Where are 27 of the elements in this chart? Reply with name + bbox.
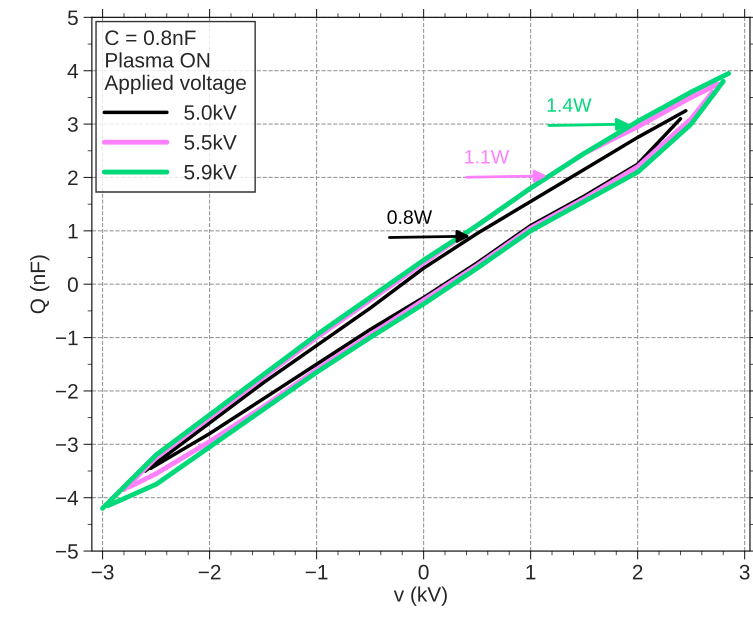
x-tick-label: 1 <box>526 565 536 580</box>
x-axis-title: v (kV) <box>394 586 447 606</box>
legend-label: 5.0kV <box>184 104 237 120</box>
annotation: 1.1W <box>465 150 510 164</box>
x-tick-label: 3 <box>740 564 750 580</box>
y-tick-label: −1 <box>56 330 78 346</box>
y-tick-label: −4 <box>56 490 78 506</box>
x-tick-label: −2 <box>198 564 220 580</box>
y-tick-label: 1 <box>68 224 78 238</box>
y-tick-label: −5 <box>56 544 78 559</box>
x-tick-label: −3 <box>92 564 114 580</box>
x-tick-label: −1 <box>306 565 328 580</box>
y-tick-label: 5 <box>68 10 78 26</box>
y-tick-label: 3 <box>68 117 78 132</box>
x-tick-label: 0 <box>418 564 429 580</box>
y-tick-label: 0 <box>68 277 78 292</box>
y-tick-label: −2 <box>56 384 78 398</box>
y-tick-label: −3 <box>56 437 78 452</box>
legend-title: C = 0.8nF Plasma ON Applied voltage <box>104 30 246 94</box>
annotation: 1.4W <box>548 98 592 112</box>
y-tick-label: 4 <box>68 64 78 78</box>
y-tick-label: 2 <box>68 170 78 186</box>
x-tick-label: 2 <box>632 564 642 580</box>
y-axis-title: Q (nF) <box>30 255 50 314</box>
legend-label: 5.9kV <box>184 164 237 180</box>
legend-label: 5.5kV <box>184 134 237 150</box>
annotation: 0.8W <box>387 210 432 224</box>
